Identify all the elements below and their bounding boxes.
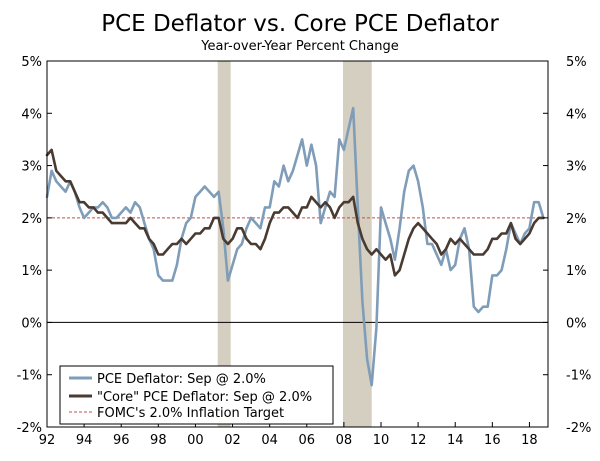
recession-band-2: [342, 61, 372, 427]
y-tick-label-right: 5%: [566, 55, 587, 70]
x-tick-label: 16: [484, 433, 501, 448]
x-tick-label: 04: [261, 433, 278, 448]
axes: 5% 5%4% 4%3% 3%2% 2%1% 1%0% 0%-1% -1%-2% -2%92 94…: [17, 55, 592, 448]
legend-label-target: FOMC's 2.0% Inflation Target: [97, 406, 284, 421]
y-tick-label-right: 2%: [566, 212, 587, 227]
y-tick-label-left: 1%: [21, 264, 42, 279]
legend-label-pce: PCE Deflator: Sep @ 2.0%: [97, 372, 266, 387]
y-tick-label-right: -1%: [566, 369, 591, 384]
y-tick-label-left: 5%: [21, 55, 42, 70]
x-tick-label: 18: [521, 433, 538, 448]
y-tick-label-right: 0%: [566, 316, 587, 331]
x-tick-label: 10: [373, 433, 390, 448]
legend-label-core: "Core" PCE Deflator: Sep @ 2.0%: [97, 390, 312, 405]
chart-subtitle: Year-over-Year Percent Change: [200, 39, 398, 54]
x-tick-label: 92: [39, 433, 56, 448]
x-tick-label: 06: [299, 433, 316, 448]
recession-bands: [217, 61, 372, 427]
y-tick-label-left: -1%: [17, 369, 42, 384]
series-lines: [45, 106, 545, 387]
y-tick-label-right: 4%: [566, 107, 587, 122]
x-tick-label: 08: [336, 433, 353, 448]
x-tick-label: 94: [76, 433, 93, 448]
x-tick-label: 02: [224, 433, 241, 448]
series-line-pce: [45, 106, 545, 387]
x-tick-label: 14: [447, 433, 464, 448]
y-tick-label-right: -2%: [566, 421, 591, 436]
x-tick-label: 00: [187, 433, 204, 448]
series-line-core: [45, 148, 545, 277]
x-tick-label: 96: [113, 433, 130, 448]
legend-box: [59, 365, 334, 425]
y-tick-label-right: 3%: [566, 160, 587, 175]
x-tick-label: 12: [410, 433, 427, 448]
y-tick-label-left: 4%: [21, 107, 42, 122]
y-tick-label-left: -2%: [17, 421, 42, 436]
y-tick-label-left: 2%: [21, 212, 42, 227]
y-tick-label-left: 3%: [21, 160, 42, 175]
y-tick-label-right: 1%: [566, 264, 587, 279]
plot-frame: [46, 60, 549, 428]
x-tick-label: 98: [150, 433, 167, 448]
y-tick-label-left: 0%: [21, 316, 42, 331]
legend: PCE Deflator: Sep @ 2.0% "Core" PCE Defl…: [59, 365, 334, 425]
chart-title: PCE Deflator vs. Core PCE Deflator: [101, 11, 499, 37]
